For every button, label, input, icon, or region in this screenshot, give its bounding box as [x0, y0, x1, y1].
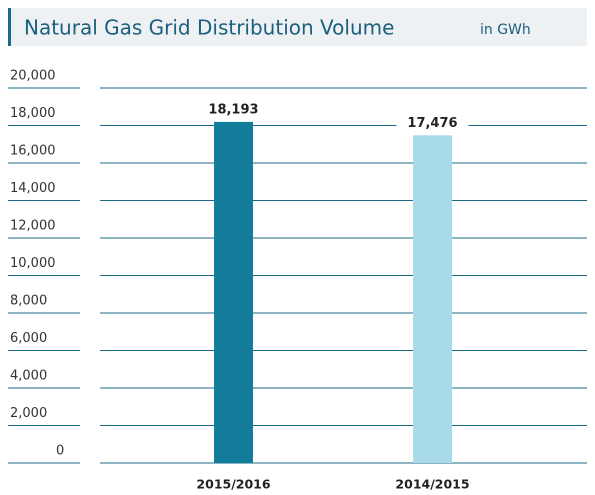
y-tick-label: 16,000 — [10, 144, 56, 159]
value-label-bg — [396, 113, 469, 132]
y-tick-label: 18,000 — [10, 106, 56, 121]
y-tick-label: 4,000 — [10, 369, 47, 384]
chart-title: Natural Gas Grid Distribution Volume — [24, 16, 394, 40]
x-tick-label: 2014/2015 — [395, 477, 469, 492]
value-label-bg — [197, 99, 270, 118]
chart-subtitle: in GWh — [480, 22, 531, 38]
y-tick-label: 8,000 — [10, 294, 47, 309]
y-tick-label: 0 — [56, 444, 64, 459]
bar — [413, 135, 452, 463]
title-box — [8, 8, 587, 46]
x-tick-label: 2015/2016 — [196, 477, 270, 492]
value-label: 17,476 — [407, 116, 457, 131]
y-tick-label: 10,000 — [10, 256, 56, 271]
y-tick-label: 20,000 — [10, 69, 56, 84]
y-tick-label: 2,000 — [10, 406, 47, 421]
title-accent — [8, 8, 11, 46]
y-tick-label: 6,000 — [10, 331, 47, 346]
y-tick-label: 12,000 — [10, 219, 56, 234]
y-tick-label: 14,000 — [10, 181, 56, 196]
bar — [214, 121, 253, 463]
value-label: 18,193 — [208, 102, 258, 117]
